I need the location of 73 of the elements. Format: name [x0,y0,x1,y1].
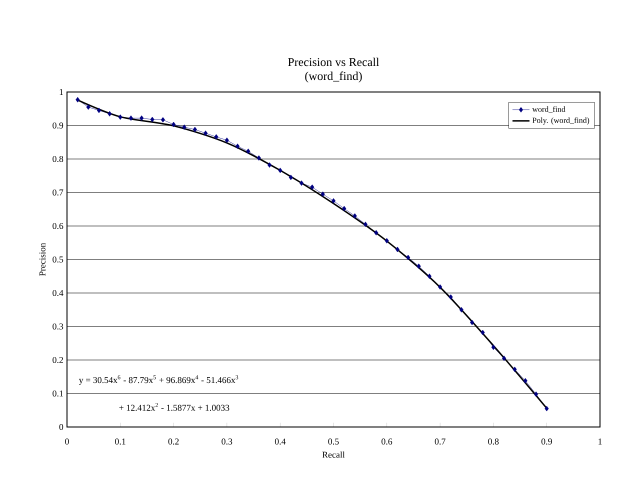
point [438,284,442,290]
x-tick-label: 0 [65,438,69,445]
chart-title: Precision vs Recall [288,58,380,66]
point [299,180,304,186]
point [320,191,325,197]
y-tick-label: 1 [60,89,63,95]
y-axis-title: Precision [39,242,46,276]
x-tick-label: 0.8 [488,438,499,445]
point [224,138,229,143]
point [267,162,272,168]
point [278,168,282,174]
x-tick-label: 0.2 [168,438,179,445]
point [214,134,218,140]
y-tick-label: 0.5 [52,256,64,263]
point [459,307,464,312]
point [406,254,410,260]
point [150,116,154,122]
x-tick-label: 0.7 [434,438,446,445]
point [310,184,314,190]
x-tick-label: 0.4 [274,438,286,445]
x-axis-title: Recall [322,451,345,458]
y-tick-label: 0 [59,424,64,430]
point [448,294,453,300]
point [523,378,528,384]
point [86,104,90,110]
point [512,366,517,372]
point [502,356,506,362]
y-tick-label: 0.9 [52,122,64,129]
annotation: + 12.412x$^{2}$ - 1.5877x + 1.0033 [119,402,230,411]
point [416,264,421,269]
x-tick-label: 0.9 [541,438,552,445]
y-tick-label: 0.3 [52,323,64,330]
point [108,111,112,116]
point [470,320,474,326]
point [352,213,357,219]
point [384,238,389,244]
point [480,330,485,336]
point [140,115,144,121]
chart-subtitle: (word_find) [305,72,362,82]
annotation: y = 30.54x$^{6}$ - 87.79x$^{5}$ + 96.869x$^{4}$ - 51.466x$^{3}$ [78,375,238,385]
point [118,114,122,120]
point [204,130,208,136]
x-tick-label: 0.6 [382,438,392,445]
point [192,126,197,132]
point [331,198,336,204]
y-tick-label: 0.4 [52,290,64,296]
point [96,108,102,114]
x-tick-label: 0.1 [115,438,126,445]
point [491,344,496,350]
point [363,222,368,228]
point [544,406,549,412]
point [427,274,432,279]
y-tick-label: 0.7 [52,189,64,196]
point [172,122,176,128]
point [182,124,186,130]
x-tick-label: 1 [598,438,602,444]
y-tick-label: 0.2 [52,356,63,364]
point [342,206,346,212]
x-tick-label: 0.3 [222,438,232,445]
point [246,148,250,154]
point [76,97,80,102]
point [256,155,261,161]
point [235,144,240,149]
point [534,391,538,397]
point [395,246,400,252]
y-tick-label: 0.6 [52,222,64,230]
point [374,230,378,236]
point [128,115,134,121]
y-tick-label: 0.1 [52,390,63,397]
x-tick-label: 0.5 [328,438,339,445]
point [160,117,166,122]
y-tick-label: 0.8 [52,156,64,162]
point [288,174,293,180]
